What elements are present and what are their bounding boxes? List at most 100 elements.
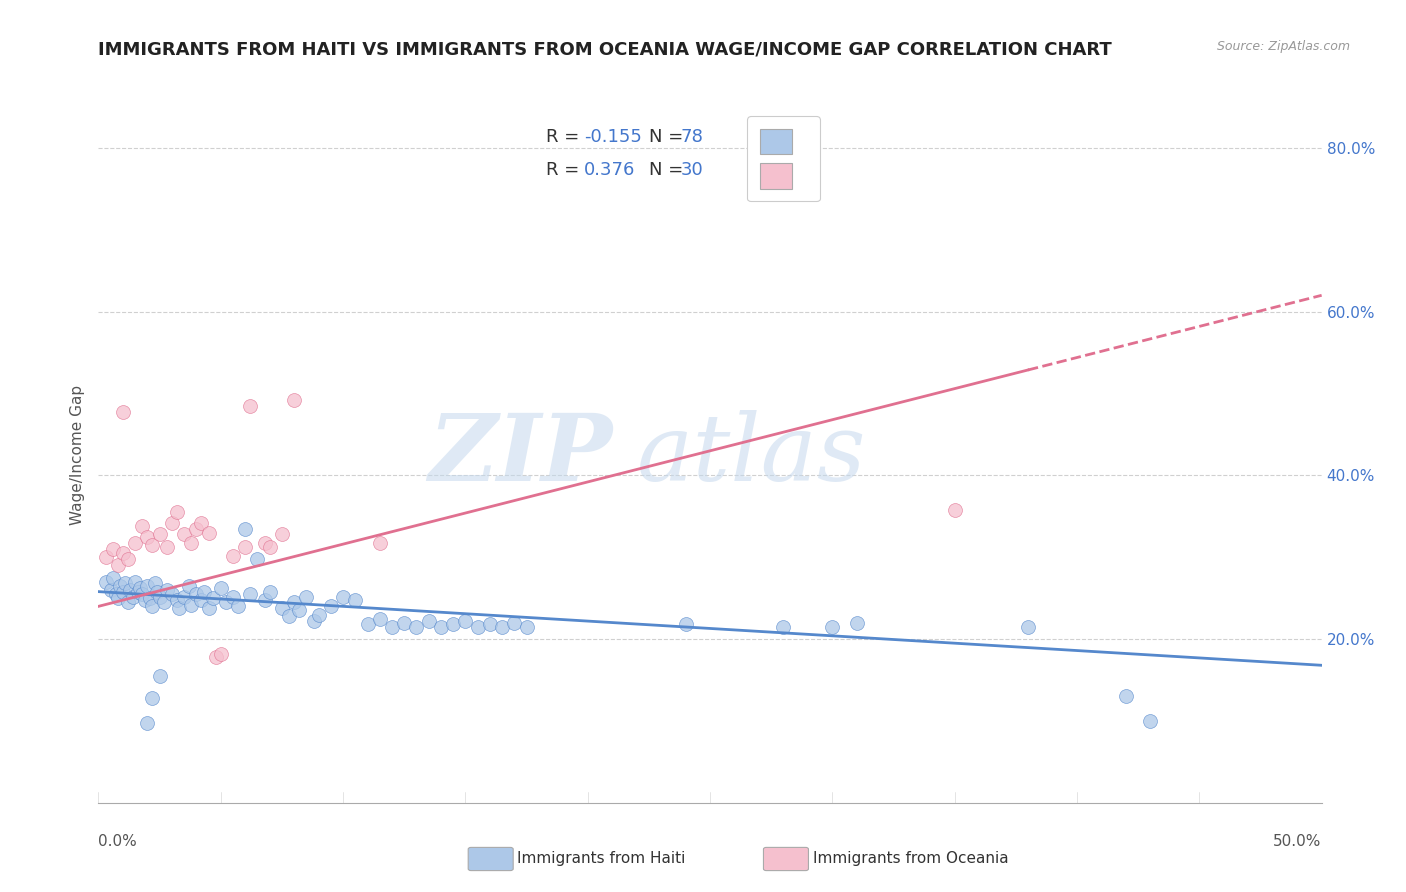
Point [197, 601, 219, 615]
Point [405, 620, 427, 634]
Point [259, 584, 281, 599]
Point [190, 592, 212, 607]
Point [233, 541, 256, 555]
Point [156, 541, 179, 555]
Point [302, 614, 325, 628]
Point [111, 404, 134, 418]
Point [173, 527, 195, 541]
Text: 50.0%: 50.0% [1274, 834, 1322, 849]
Point [675, 617, 697, 632]
Point [186, 587, 208, 601]
Point [214, 595, 236, 609]
Point [134, 592, 156, 607]
Text: N =: N = [650, 161, 689, 178]
Point [270, 527, 294, 541]
Point [173, 590, 195, 604]
Point [141, 599, 163, 614]
Point [239, 399, 262, 413]
Text: R =: R = [546, 161, 591, 178]
Point [141, 538, 163, 552]
Point [143, 576, 166, 591]
Point [344, 592, 367, 607]
Point [308, 607, 330, 622]
Point [160, 516, 183, 530]
Point [101, 542, 124, 557]
Point [1017, 620, 1039, 634]
Point [153, 595, 176, 609]
Point [177, 579, 200, 593]
Point [467, 620, 489, 634]
Point [454, 614, 477, 628]
Text: Immigrants from Haiti: Immigrants from Haiti [517, 851, 686, 865]
Point [120, 582, 142, 597]
Point [114, 576, 136, 591]
Point [160, 587, 183, 601]
Point [943, 502, 966, 516]
Point [209, 647, 232, 661]
Point [246, 552, 269, 566]
Text: Source: ZipAtlas.com: Source: ZipAtlas.com [1216, 40, 1350, 54]
Point [222, 590, 245, 604]
Point [166, 505, 188, 519]
Point [139, 591, 162, 606]
Point [111, 584, 134, 599]
Point [202, 591, 225, 606]
Point [94, 574, 117, 589]
Point [111, 546, 134, 560]
Point [127, 584, 149, 599]
Point [166, 592, 188, 607]
Point [239, 587, 262, 601]
Point [167, 601, 190, 615]
Point [319, 599, 342, 614]
Text: N =: N = [650, 128, 689, 146]
Point [278, 609, 301, 624]
Point [186, 522, 208, 536]
Point [772, 620, 794, 634]
Text: ZIP: ZIP [427, 410, 612, 500]
Point [270, 601, 294, 615]
Point [104, 587, 127, 601]
Text: atlas: atlas [637, 410, 866, 500]
Point [107, 558, 129, 573]
Point [368, 535, 391, 549]
Point [491, 620, 513, 634]
Point [100, 582, 122, 597]
Point [149, 669, 172, 683]
Point [295, 590, 318, 604]
Point [418, 614, 440, 628]
Point [1115, 690, 1137, 704]
Point [180, 535, 202, 549]
Point [149, 590, 172, 604]
Text: -0.155: -0.155 [583, 128, 643, 146]
Point [117, 552, 139, 566]
Point [478, 617, 501, 632]
Text: R =: R = [546, 128, 585, 146]
Point [253, 535, 276, 549]
Point [180, 598, 202, 612]
Point [124, 535, 146, 549]
Point [94, 550, 117, 565]
Point [226, 599, 249, 614]
Point [124, 574, 146, 589]
Point [288, 603, 311, 617]
Point [117, 595, 139, 609]
Point [222, 549, 245, 563]
Point [259, 541, 281, 555]
Point [197, 525, 219, 540]
Text: 78: 78 [681, 128, 703, 146]
Point [146, 584, 169, 599]
Point [821, 620, 844, 634]
Point [107, 591, 129, 606]
Point [131, 519, 153, 533]
Point [121, 590, 143, 604]
Point [129, 582, 152, 596]
Text: 0.376: 0.376 [583, 161, 636, 178]
Point [356, 617, 378, 632]
Point [368, 612, 391, 626]
Point [283, 393, 305, 408]
Point [392, 615, 416, 630]
Point [136, 715, 159, 730]
Point [110, 579, 132, 593]
Text: Immigrants from Oceania: Immigrants from Oceania [813, 851, 1008, 865]
Point [156, 582, 179, 597]
